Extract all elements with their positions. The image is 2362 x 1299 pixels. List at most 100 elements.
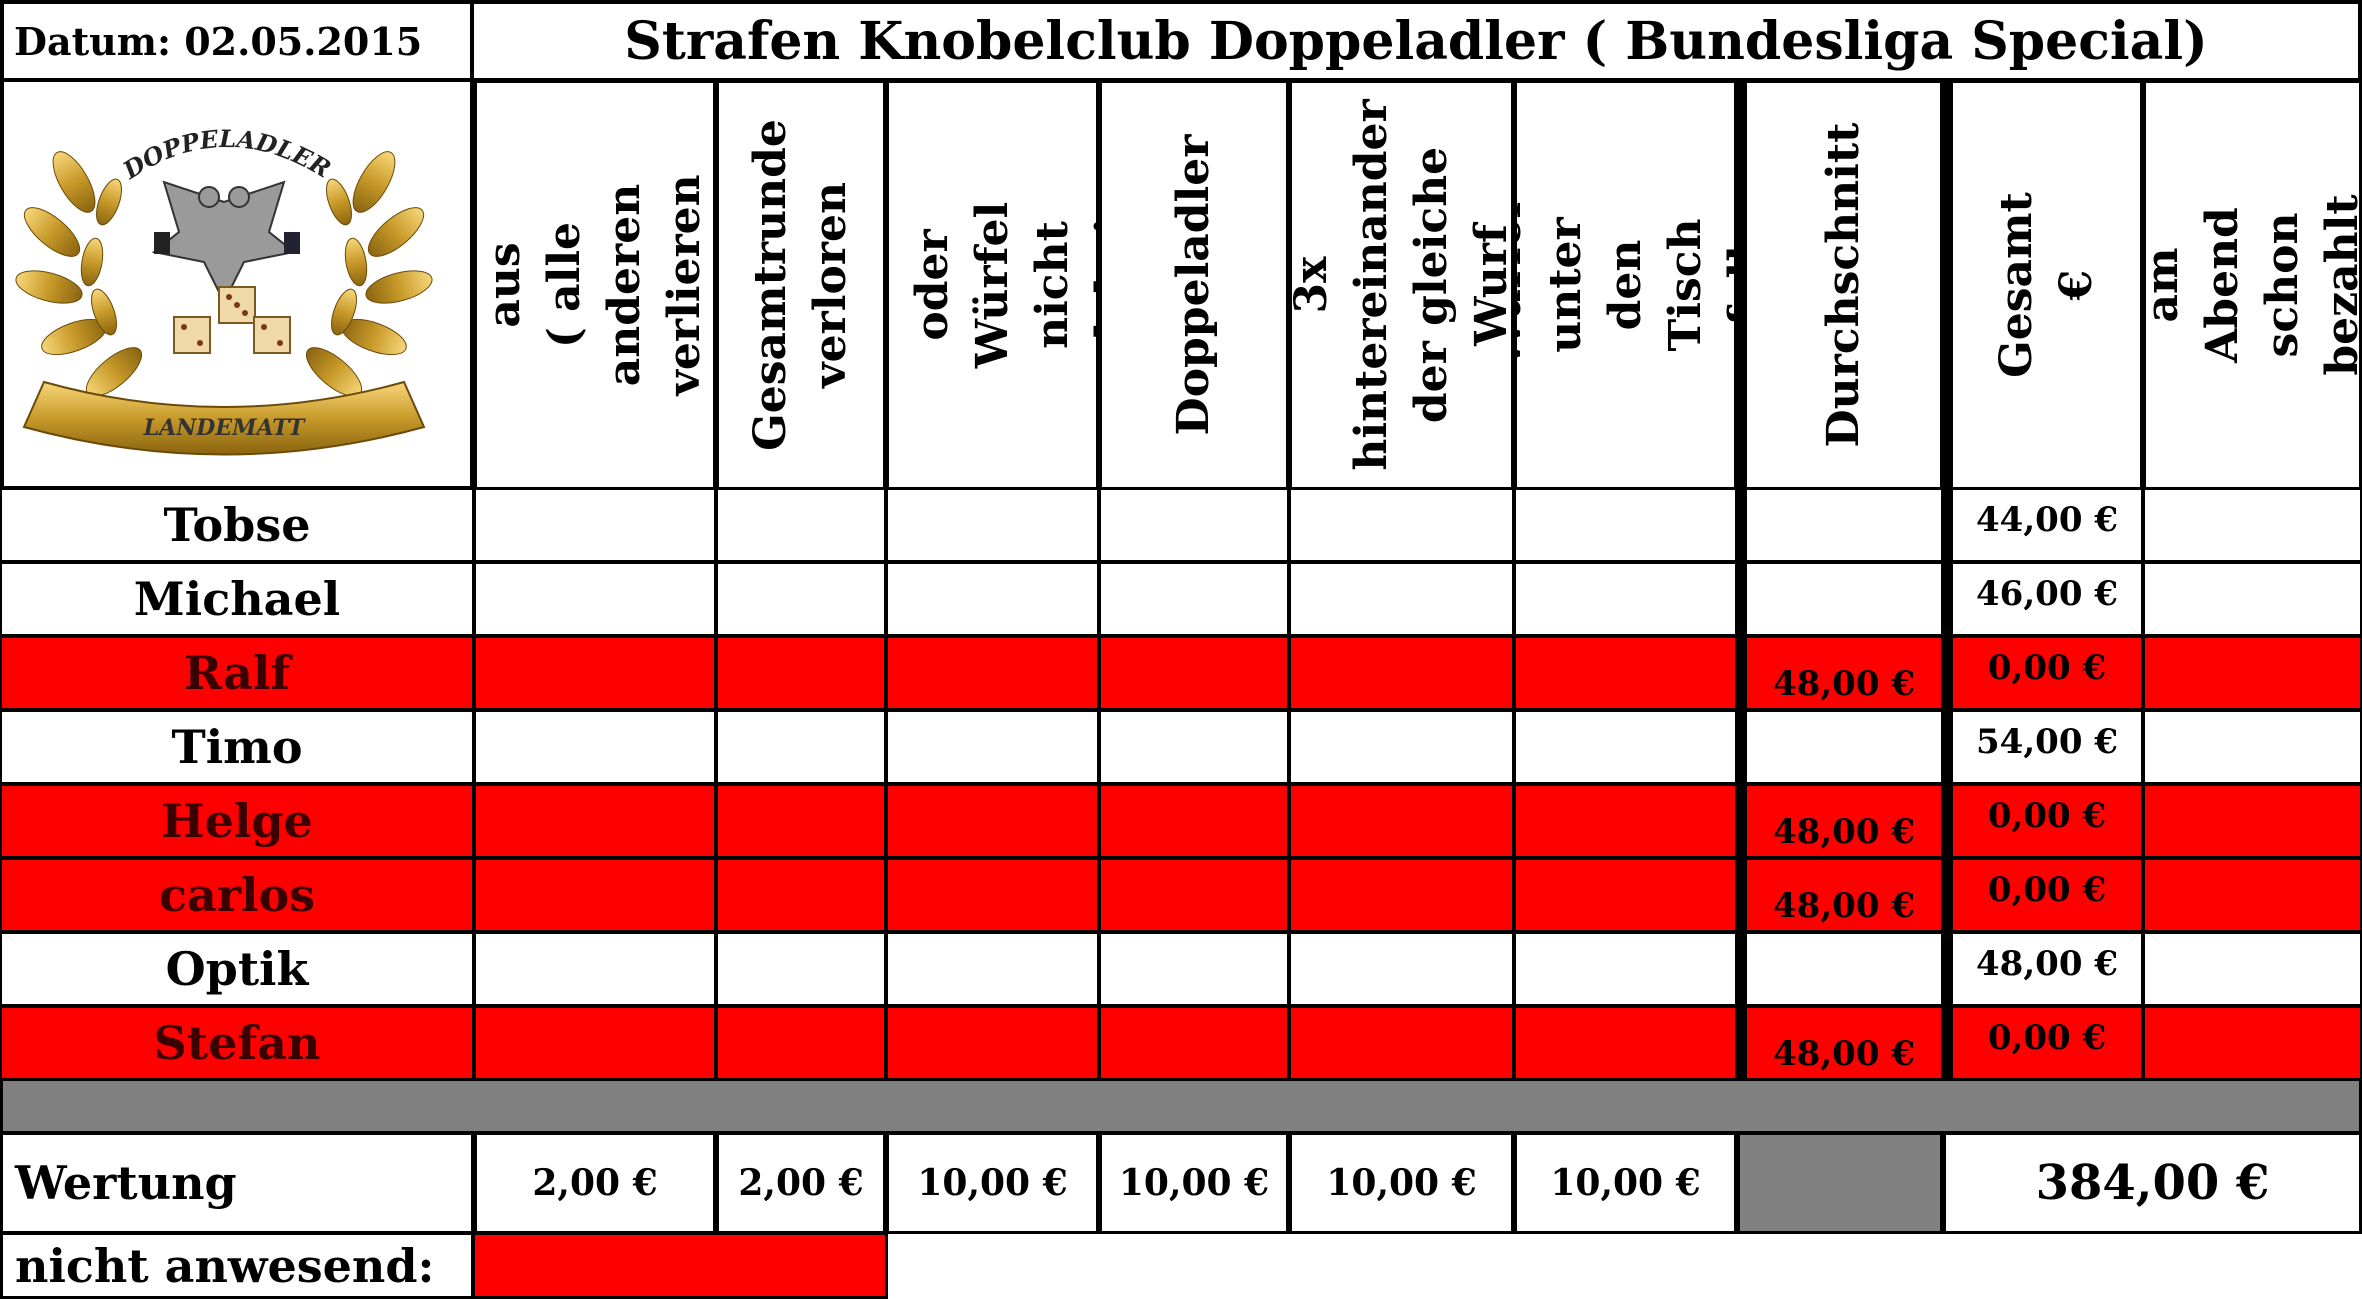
durchschnitt-cell [1737, 710, 1943, 784]
penalty-cell [716, 488, 886, 562]
player-name: Optik [0, 932, 474, 1006]
penalty-cell [2143, 1006, 2362, 1080]
column-header-7: Durchschnitt [1737, 80, 1943, 490]
penalty-cell [2143, 710, 2362, 784]
penalty-cell [2143, 932, 2362, 1006]
gesamt-cell: 0,00 € [1943, 784, 2143, 858]
durchschnitt-cell: 48,00 € [1737, 1006, 1943, 1080]
penalty-cell [474, 710, 716, 784]
penalty-cell [1514, 562, 1737, 636]
absent-label: nicht anwesend: [0, 1232, 474, 1299]
club-logo: DOPPELADLER LANDEMATT [0, 78, 474, 490]
column-header-9: am Abend schon bezahlt [2143, 80, 2362, 490]
penalty-cell [1289, 488, 1514, 562]
penalty-cell [2143, 858, 2362, 932]
column-header-label: Durchschnitt [1817, 122, 1869, 448]
wertung-value: 2,00 € [716, 1132, 886, 1234]
gesamt-cell: 44,00 € [1943, 488, 2143, 562]
column-header-6: Würfel unter den Tisch gefallen [1514, 80, 1737, 490]
separator-bar [0, 1078, 2362, 1134]
column-header-label: 3x hintereinander der gleiche Wurf [1289, 99, 1514, 471]
gesamt-cell: 46,00 € [1943, 562, 2143, 636]
penalty-cell [1289, 932, 1514, 1006]
player-name: Helge [0, 784, 474, 858]
penalty-cell [1099, 784, 1289, 858]
penalty-cell [716, 636, 886, 710]
penalty-cell [1514, 932, 1737, 1006]
penalty-cell [716, 932, 886, 1006]
penalty-cell [2143, 562, 2362, 636]
penalty-cell [886, 636, 1099, 710]
logo-emblem: DOPPELADLER LANDEMATT [15, 124, 433, 456]
durchschnitt-cell [1737, 932, 1943, 1006]
column-header-5: 3x hintereinander der gleiche Wurf [1289, 80, 1514, 490]
penalty-cell [1514, 784, 1737, 858]
player-name: Timo [0, 710, 474, 784]
durchschnitt-cell: 48,00 € [1737, 784, 1943, 858]
player-name: carlos [0, 858, 474, 932]
page-title: Strafen Knobelclub Doppeladler ( Bundesl… [470, 0, 2362, 82]
penalty-cell [1289, 784, 1514, 858]
column-header-4: Doppeladler [1099, 80, 1289, 490]
penalty-cell [474, 858, 716, 932]
player-name: Tobse [0, 488, 474, 562]
absent-legend-swatch [472, 1232, 888, 1299]
column-header-label: Gesamtrunde verloren [745, 119, 856, 451]
penalty-cell [474, 562, 716, 636]
penalty-cell [716, 1006, 886, 1080]
wertung-value: 2,00 € [474, 1132, 716, 1234]
logo-top-text: DOPPELADLER [117, 124, 336, 185]
penalty-cell [1099, 858, 1289, 932]
penalty-cell [474, 636, 716, 710]
penalty-cell [716, 710, 886, 784]
penalty-cell [1514, 488, 1737, 562]
durchschnitt-cell: 48,00 € [1737, 636, 1943, 710]
penalty-cell [1289, 710, 1514, 784]
player-name: Stefan [0, 1006, 474, 1080]
penalty-cell [886, 1006, 1099, 1080]
penalty-cell [716, 562, 886, 636]
column-header-label: Gesamt € [1990, 192, 2102, 378]
penalty-cell [1289, 1006, 1514, 1080]
player-name: Michael [0, 562, 474, 636]
date-label: Datum: 02.05.2015 [0, 0, 474, 82]
penalty-cell [1514, 710, 1737, 784]
penalty-cell [474, 488, 716, 562]
penalty-cell [716, 784, 886, 858]
wertung-durchschnitt-empty [1737, 1132, 1943, 1234]
wertung-value: 10,00 € [1289, 1132, 1514, 1234]
column-header-1: Hand aus ( alle anderen verlieren ) [474, 80, 716, 490]
penalty-cell [1514, 858, 1737, 932]
gesamt-cell: 0,00 € [1943, 1006, 2143, 1080]
column-header-label: am Abend schon bezahlt [2143, 194, 2362, 376]
durchschnitt-cell [1737, 562, 1943, 636]
penalty-cell [886, 488, 1099, 562]
wertung-value: 10,00 € [1514, 1132, 1737, 1234]
column-header-label: Doppeladler [1168, 134, 1219, 436]
penalty-cell [886, 932, 1099, 1006]
gesamt-cell: 0,00 € [1943, 858, 2143, 932]
svg-text:DOPPELADLER: DOPPELADLER [117, 124, 336, 185]
wertung-total: 384,00 € [1943, 1132, 2362, 1234]
column-header-3: Becher oder Würfel nicht dabei [886, 80, 1099, 490]
gesamt-cell: 0,00 € [1943, 636, 2143, 710]
penalty-cell [1099, 1006, 1289, 1080]
logo-bottom-text: LANDEMATT [143, 415, 306, 441]
penalty-cell [474, 1006, 716, 1080]
penalty-cell [1099, 932, 1289, 1006]
penalty-cell [1099, 636, 1289, 710]
penalty-cell [2143, 784, 2362, 858]
penalty-cell [1289, 562, 1514, 636]
penalty-cell [1099, 562, 1289, 636]
penalty-cell [716, 858, 886, 932]
player-name: Ralf [0, 636, 474, 710]
penalty-cell [474, 784, 716, 858]
wertung-value: 10,00 € [886, 1132, 1099, 1234]
gesamt-cell: 54,00 € [1943, 710, 2143, 784]
penalty-cell [1514, 636, 1737, 710]
penalty-cell [1289, 636, 1514, 710]
penalty-cell [1099, 710, 1289, 784]
column-header-label: Würfel unter den Tisch gefallen [1514, 185, 1737, 385]
column-header-label: Hand aus ( alle anderen verlieren ) [479, 174, 710, 396]
penalty-cell [886, 562, 1099, 636]
